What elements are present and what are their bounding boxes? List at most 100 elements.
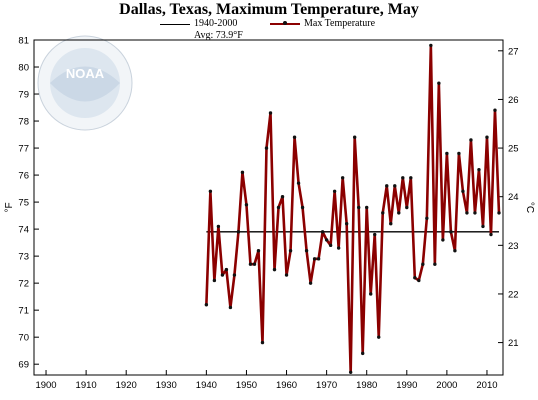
data-point [369, 292, 373, 296]
data-point [449, 230, 453, 234]
legend-series-swatch [270, 21, 300, 25]
data-point [381, 211, 385, 215]
y-tick-label-right: 23 [508, 241, 519, 252]
data-point [469, 138, 473, 142]
plot-frame [33, 39, 504, 376]
data-point [477, 167, 481, 172]
data-point [208, 189, 213, 193]
data-point [429, 43, 433, 48]
y-tick-label-left: 71 [18, 306, 29, 317]
y-tick-label-right: 25 [508, 144, 519, 155]
data-point [373, 232, 377, 237]
data-point [473, 211, 477, 215]
data-point [489, 232, 493, 237]
data-point [292, 135, 297, 139]
data-point [389, 222, 393, 226]
legend-average-label: 1940-2000 [194, 18, 238, 29]
x-tick-label: 1930 [156, 380, 177, 391]
data-point [264, 146, 269, 150]
data-point [453, 249, 457, 253]
x-tick-label: 1920 [116, 380, 137, 391]
data-point [356, 205, 361, 210]
data-point [417, 278, 421, 283]
data-point [497, 211, 501, 215]
x-tick-label: 1980 [356, 380, 377, 391]
data-point [320, 230, 325, 234]
data-point [240, 170, 245, 175]
data-point [236, 230, 241, 234]
data-point [216, 224, 221, 229]
data-point [268, 111, 273, 115]
x-tick-label: 1940 [196, 380, 217, 391]
y-tick-label-right: 22 [508, 289, 519, 300]
data-point [352, 135, 357, 139]
y-tick-label-left: 75 [18, 198, 29, 209]
y-tick-label-right: 21 [508, 338, 519, 349]
data-point [280, 194, 285, 199]
data-point [397, 211, 401, 215]
data-point [401, 176, 405, 180]
data-point [224, 267, 229, 272]
data-point [421, 262, 425, 266]
x-tick-label: 1960 [276, 380, 297, 391]
y-tick-label-left: 70 [18, 333, 29, 344]
data-point [228, 305, 233, 310]
data-point [316, 257, 321, 261]
data-point [340, 176, 345, 180]
data-point [413, 276, 417, 280]
y-tick-label-left: 81 [18, 36, 29, 47]
legend-average: 1940-2000 Avg: 73.9°F [160, 18, 243, 41]
data-point [377, 335, 381, 339]
data-point [344, 222, 349, 226]
data-point [308, 281, 313, 285]
legend-series: Max Temperature [270, 18, 375, 30]
data-point [248, 262, 253, 266]
data-point [393, 184, 397, 188]
data-point [425, 216, 429, 221]
data-point [365, 205, 369, 210]
data-point [481, 224, 485, 229]
data-point [461, 189, 465, 193]
y-tick-label-right: 24 [508, 192, 519, 203]
data-point [405, 205, 409, 210]
data-point [433, 262, 437, 266]
y-tick-label-left: 69 [18, 360, 29, 371]
y-tick-label-left: 79 [18, 90, 29, 101]
data-point [465, 211, 469, 215]
y-tick-label-left: 73 [18, 252, 29, 263]
x-tick-label: 1970 [316, 380, 337, 391]
y-tick-label-left: 80 [18, 63, 29, 74]
data-point [328, 243, 333, 248]
data-point [300, 205, 305, 210]
data-point [332, 189, 337, 193]
noaa-logo: NOAA [37, 35, 133, 131]
data-point [361, 351, 365, 356]
data-point [232, 273, 237, 277]
legend-series-label: Max Temperature [304, 18, 376, 29]
data-point [336, 246, 341, 250]
x-tick-label: 2000 [436, 380, 457, 391]
x-tick-label: 2010 [476, 380, 497, 391]
y-axis-label-left: °F [4, 202, 15, 212]
data-point [493, 108, 497, 112]
data-point [288, 249, 293, 253]
data-point [276, 205, 281, 210]
y-tick-label-right: 26 [508, 95, 519, 106]
chart-title: Dallas, Texas, Maximum Temperature, May [119, 1, 419, 18]
x-tick-label: 1900 [35, 380, 56, 391]
data-point [348, 370, 353, 374]
svg-text:NOAA: NOAA [66, 66, 105, 81]
data-point [485, 135, 489, 139]
data-point [409, 176, 413, 180]
series-line-max-temperature [205, 44, 501, 374]
data-point [312, 257, 317, 261]
data-point [272, 267, 277, 272]
y-tick-label-left: 72 [18, 279, 29, 290]
legend-average-swatch [160, 23, 190, 25]
data-point [256, 249, 261, 253]
data-point [437, 81, 441, 85]
data-point [284, 273, 289, 277]
data-point [212, 278, 217, 283]
y-tick-label-left: 74 [18, 225, 29, 236]
